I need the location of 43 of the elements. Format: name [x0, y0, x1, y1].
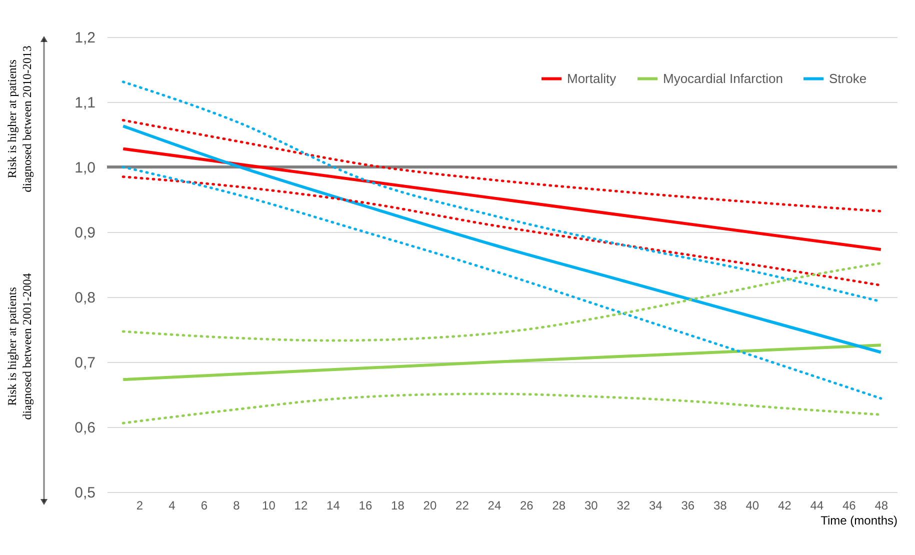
- x-tick-label: 20: [423, 498, 437, 512]
- line-series: [122, 176, 882, 287]
- text: Risk is higher at patients diagnosed between 2010-2013: [5, 46, 34, 192]
- y-tick-label: 1,1: [74, 94, 96, 112]
- x-tick-label: 28: [552, 498, 566, 512]
- x-axis-title: Time (months): [820, 514, 898, 528]
- x-tick-label: 24: [488, 498, 502, 512]
- y-tick-label: 0,5: [74, 484, 96, 502]
- legend-label: Stroke: [829, 70, 867, 86]
- x-tick-label: 36: [681, 498, 695, 512]
- x-tick-label: 18: [391, 498, 405, 512]
- line-series: [122, 166, 882, 400]
- x-tick-label: 38: [713, 498, 728, 512]
- x-tick-label: 44: [810, 498, 824, 512]
- x-tick-label: 2: [136, 498, 144, 512]
- x-tick-label: 34: [648, 498, 663, 512]
- y-tick-label: 0,7: [74, 354, 96, 372]
- x-tick-label: 10: [262, 498, 276, 512]
- y-tick-label: 1,2: [74, 30, 96, 46]
- y-tick-label: 1,0: [74, 160, 96, 176]
- x-tick-label: 30: [584, 498, 598, 512]
- line-series: [122, 124, 882, 354]
- text: Risk is higher at patients diagnosed between 2001-2004: [5, 273, 34, 420]
- x-tick-label: 22: [456, 498, 470, 512]
- x-tick-label: 46: [842, 498, 856, 512]
- x-tick-label: 26: [520, 498, 534, 512]
- y-tick-label: 0,8: [74, 290, 96, 306]
- x-tick-label: 6: [200, 498, 208, 512]
- legend-label: Mortality: [567, 70, 617, 86]
- x-tick-label: 14: [326, 498, 340, 512]
- y-tick-label: 0,9: [74, 224, 96, 242]
- line-series: [122, 262, 882, 342]
- y-tick-label: 0,6: [74, 420, 96, 436]
- x-tick-label: 12: [294, 498, 308, 512]
- x-tick-label: 32: [616, 498, 630, 512]
- x-tick-label: 48: [874, 498, 888, 512]
- x-tick-label: 4: [168, 498, 176, 512]
- legend-label: Myocardial Infarction: [663, 70, 783, 86]
- x-tick-label: 40: [746, 498, 760, 512]
- x-tick-label: 8: [233, 498, 240, 512]
- line-series: [122, 118, 882, 212]
- x-tick-label: 42: [778, 498, 792, 512]
- x-tick-label: 16: [358, 498, 372, 512]
